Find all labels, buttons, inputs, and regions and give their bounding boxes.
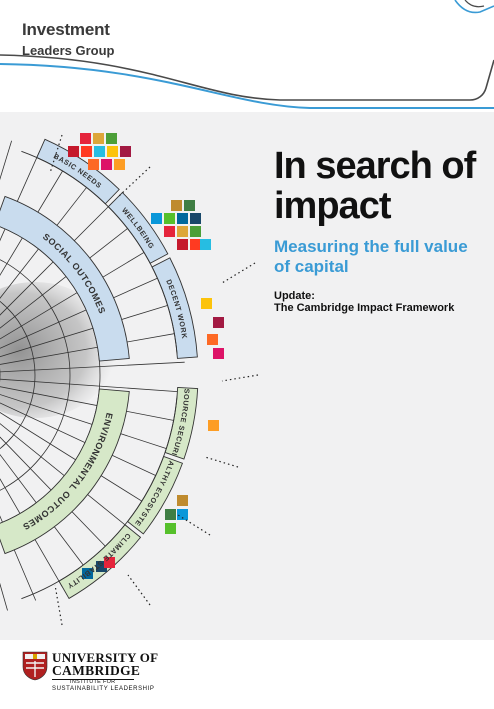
sdg-icon — [82, 568, 93, 579]
update-label: Update: — [274, 290, 315, 302]
sdg-icon — [213, 348, 224, 359]
sdg-icon — [164, 226, 175, 237]
radial-line — [0, 436, 111, 552]
sdg-icon — [96, 561, 107, 572]
radial-line — [0, 181, 92, 299]
radial-line — [0, 332, 182, 365]
radial-line — [0, 478, 63, 588]
sdg-icon — [213, 317, 224, 328]
radial-line — [0, 453, 88, 571]
dotted-connector — [54, 584, 63, 626]
report-title: In search of impact — [274, 145, 476, 227]
radial-line — [0, 515, 37, 601]
sdg-icon — [114, 159, 125, 170]
sdg-icon — [177, 509, 188, 520]
radial-line — [0, 248, 151, 340]
sdg-icon — [106, 133, 117, 144]
sdg-icon — [93, 133, 104, 144]
sdg-icon — [107, 146, 118, 157]
institute-line2: SUSTAINABILITY LEADERSHIP — [52, 686, 155, 692]
update-framework-name: The Cambridge Impact Framework — [274, 302, 455, 314]
radial-line — [0, 151, 41, 242]
sdg-icon — [171, 200, 182, 211]
dotted-connector — [204, 456, 239, 468]
sdg-icon-grid — [68, 133, 224, 579]
sdg-icon — [190, 239, 201, 250]
radial-line — [0, 402, 163, 479]
sdg-icon — [104, 557, 115, 568]
radial-line — [0, 274, 164, 349]
dotted-connector — [221, 262, 256, 284]
brand-name-line1: Investment — [22, 20, 110, 39]
radial-line — [0, 423, 131, 530]
dotted-connector — [221, 374, 259, 382]
sdg-icon — [94, 146, 105, 157]
sdg-icon — [68, 146, 79, 157]
sdg-icon — [200, 239, 211, 250]
report-subtitle: Measuring the full value of capital — [274, 237, 468, 276]
sdg-icon — [177, 239, 188, 250]
sdg-icon — [165, 509, 176, 520]
sdg-icon — [80, 133, 91, 144]
brand-name-line2: Leaders Group — [22, 43, 115, 58]
footer-rule — [52, 679, 134, 680]
radial-line — [0, 361, 185, 373]
dotted-connectors — [49, 134, 259, 626]
radial-line — [0, 386, 181, 423]
sdg-icon — [88, 159, 99, 170]
sdg-icon — [190, 213, 201, 224]
sdg-icon — [190, 226, 201, 237]
cambridge-crest-icon — [22, 651, 48, 681]
footer-band — [0, 640, 494, 709]
sdg-icon — [177, 495, 188, 506]
dotted-connector — [177, 514, 211, 536]
inner-segment — [0, 388, 130, 555]
university-name-line2: CAMBRIDGE — [52, 663, 141, 678]
dotted-connector — [127, 574, 151, 606]
radial-line — [0, 302, 175, 358]
radial-line — [0, 201, 114, 316]
sdg-icon — [101, 159, 112, 170]
university-name-line1: UNIVERSITY OF — [52, 650, 159, 665]
sdg-icon — [177, 213, 188, 224]
header-swoosh-lines — [0, 0, 494, 109]
sdg-icon — [201, 298, 212, 309]
band-ring — [21, 150, 178, 355]
radial-line — [0, 164, 67, 276]
sdg-icon — [81, 146, 92, 157]
update-note: Update: The Cambridge Impact Framework — [274, 290, 489, 314]
sdg-icon — [208, 420, 219, 431]
impact-shape — [0, 282, 115, 418]
radial-line — [0, 394, 174, 452]
diagram-segments — [0, 138, 199, 600]
guide-ring — [0, 259, 71, 491]
institute-line1: INSTITUTE FOR — [70, 679, 116, 685]
header-band — [0, 0, 494, 112]
outer-label-6: CLIMATE STABILITY — [65, 531, 132, 590]
sdg-icon — [151, 213, 162, 224]
band-ring — [21, 395, 178, 600]
sdg-icon — [184, 200, 195, 211]
guide-ring — [0, 300, 36, 450]
sdg-icon — [165, 523, 176, 534]
radial-line — [0, 412, 148, 506]
radial-line — [0, 223, 134, 329]
sdg-icon — [177, 226, 188, 237]
radial-line — [0, 140, 13, 181]
inner-segment — [0, 195, 130, 362]
sdg-icon — [207, 334, 218, 345]
radial-line — [0, 378, 185, 393]
sdg-icon — [120, 146, 131, 157]
diagram-grid — [0, 140, 185, 611]
sdg-icon — [164, 213, 175, 224]
dotted-connector — [117, 166, 151, 198]
